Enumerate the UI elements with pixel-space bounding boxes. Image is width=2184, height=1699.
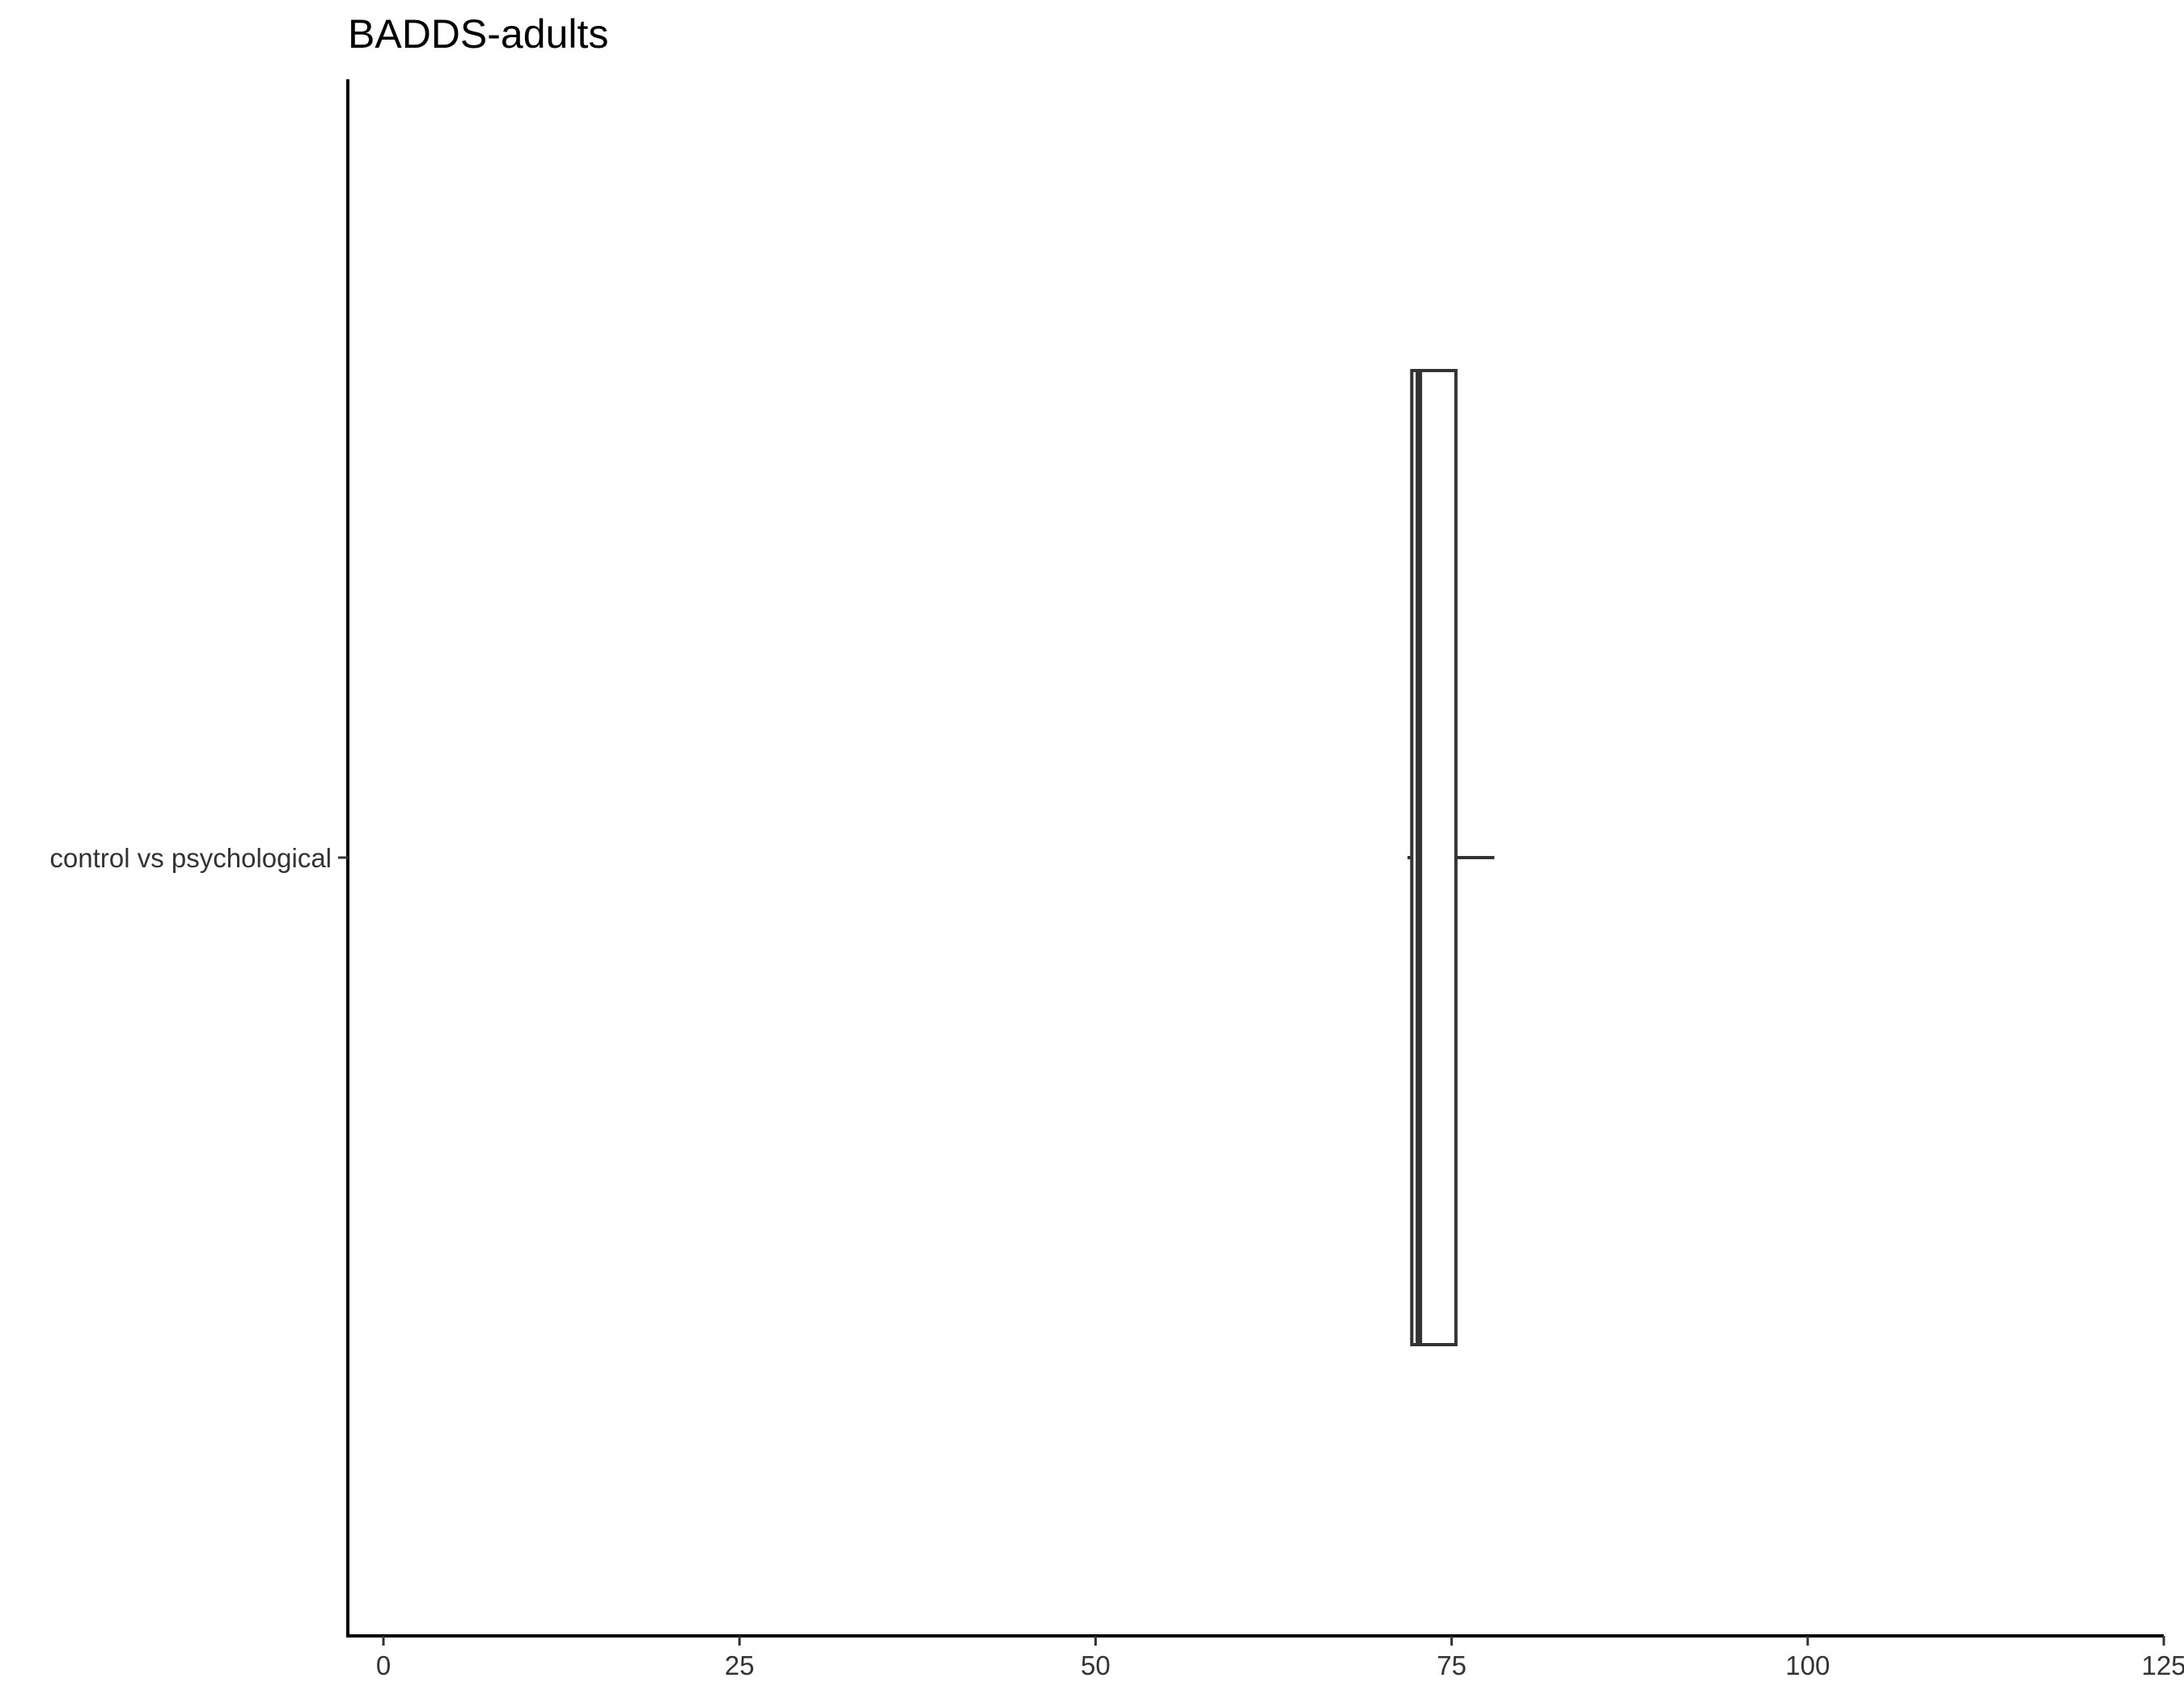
y-tick-label: control vs psychological [50, 843, 332, 873]
x-tick-label: 0 [376, 1650, 391, 1680]
x-tick-label: 25 [725, 1650, 755, 1680]
plot-area [1407, 369, 1495, 1346]
x-tick-label: 50 [1081, 1650, 1111, 1680]
x-tick-label: 75 [1437, 1650, 1467, 1680]
x-tick-label: 100 [1785, 1650, 1830, 1680]
x-tick-label: 125 [2141, 1650, 2184, 1680]
chart-title: BADDS-adults [348, 11, 608, 57]
axes: 0 25 50 75 100 125 control vs psychological [50, 79, 2184, 1680]
